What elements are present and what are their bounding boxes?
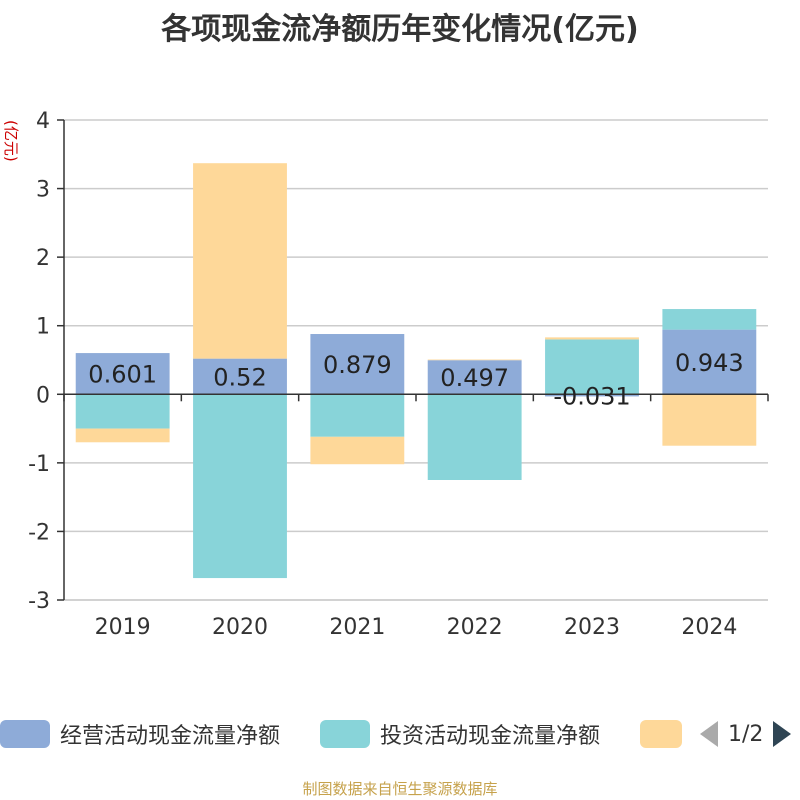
- bar-2023-series-0: [545, 394, 639, 397]
- bar-2019-series-2: [75, 428, 170, 443]
- bar-2019-series-0: [75, 353, 170, 395]
- legend-item-operating[interactable]: 经营活动现金流量净额: [0, 714, 280, 754]
- legend-pager: 1/2: [700, 714, 792, 754]
- legend-label-operating: 经营活动现金流量净额: [60, 724, 281, 749]
- bar-2021-series-0: [310, 334, 405, 395]
- bar-2020-series-1: [193, 394, 287, 579]
- data-label-2019: 0.601: [88, 361, 157, 389]
- pager-text: 1/2: [728, 721, 764, 747]
- bar-2022-series-2: [427, 359, 522, 361]
- x-tick-label-2019: 2019: [95, 615, 151, 640]
- bar-2021-series-2: [310, 436, 405, 465]
- bar-2024-series-0: [662, 329, 757, 395]
- x-tick-label-2024: 2024: [681, 615, 737, 640]
- y-tick-label: 2: [36, 246, 50, 271]
- grid-lines: [64, 119, 768, 601]
- axes: -3 -2 -1 0 1 2 3 4 2019 2020 2021 2022 2023 2024: [28, 109, 769, 640]
- data-label-2023: -0.031: [553, 382, 630, 410]
- legend-swatch-operating: [0, 720, 50, 748]
- y-tick-label: 3: [36, 178, 50, 203]
- legend-item-investing[interactable]: 投资活动现金流量净额: [320, 714, 600, 754]
- chart-title: 各项现金流净额历年变化情况(亿元): [161, 12, 639, 47]
- y-tick-label: -1: [28, 452, 50, 477]
- data-label-2021: 0.879: [323, 351, 392, 379]
- legend-label-investing: 投资活动现金流量净额: [380, 724, 601, 749]
- bar-2019-series-1: [75, 394, 170, 429]
- y-axis-unit-label: (亿元): [2, 120, 20, 162]
- y-tick-label: -3: [28, 589, 50, 614]
- bars[interactable]: [75, 163, 757, 579]
- bar-2024-series-2: [662, 394, 757, 446]
- bar-2022-series-0: [427, 360, 522, 395]
- footer-source: 制图数据来自恒生聚源数据库: [302, 780, 498, 798]
- pager-next-icon[interactable]: [773, 721, 792, 747]
- x-tick-label-2021: 2021: [329, 615, 385, 640]
- y-tick-label: 0: [36, 383, 50, 408]
- bar-2020-series-0: [193, 358, 287, 395]
- data-label-2020: 0.52: [213, 363, 266, 391]
- y-tick-label: 1: [36, 315, 50, 340]
- legend-swatch-investing: [320, 720, 370, 748]
- data-labels: 0.601 0.52 0.879 0.497 -0.031 0.943: [88, 349, 743, 410]
- pager-prev-icon[interactable]: [700, 721, 718, 747]
- bar-2022-series-1: [427, 394, 522, 480]
- x-tick-label-2023: 2023: [564, 615, 620, 640]
- x-tick-label-2020: 2020: [212, 615, 268, 640]
- bar-2021-series-1: [310, 394, 405, 437]
- bar-2024-series-1: [662, 309, 757, 330]
- data-label-2022: 0.497: [440, 364, 509, 392]
- bar-2023-series-2: [545, 337, 639, 340]
- bar-2020-series-2: [193, 163, 287, 359]
- legend-swatch-third: [640, 720, 682, 748]
- x-tick-label-2022: 2022: [447, 615, 503, 640]
- y-tick-label: 4: [36, 109, 50, 134]
- bar-2023-series-1: [545, 339, 639, 395]
- y-tick-label: -2: [28, 520, 50, 545]
- data-label-2024: 0.943: [675, 349, 744, 377]
- legend-item-third[interactable]: [640, 714, 682, 754]
